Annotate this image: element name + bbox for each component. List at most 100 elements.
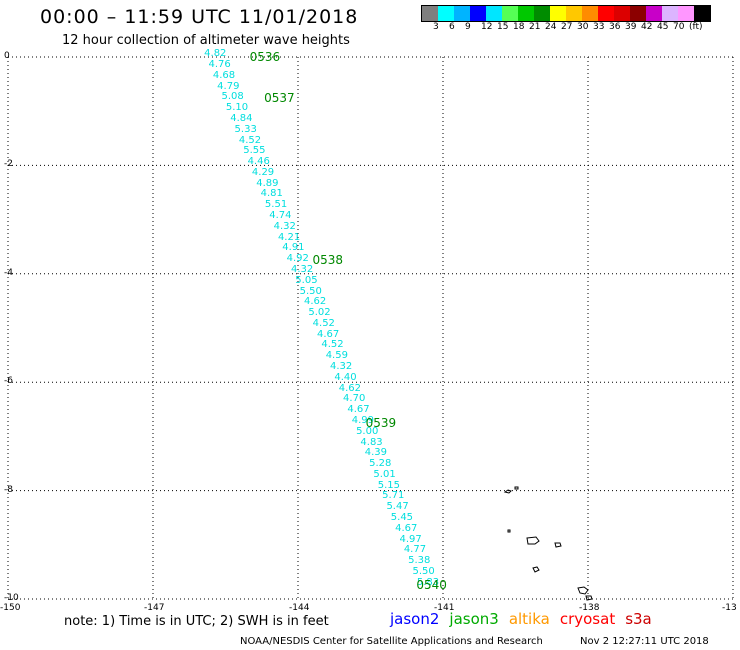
wave-height-point: 4.62 — [303, 296, 327, 308]
wave-height-point: 4.83 — [360, 436, 383, 448]
color-scale-label: 70 — [673, 22, 685, 32]
wave-height-point: 5.50 — [412, 565, 435, 577]
page-subtitle: 12 hour collection of altimeter wave hei… — [62, 33, 350, 48]
color-swatch — [454, 6, 470, 21]
latitude-label: -4 — [4, 267, 13, 278]
wave-height-point: 4.32 — [273, 220, 296, 232]
wave-height-point: 5.00 — [356, 425, 379, 437]
wave-height-point: 4.52 — [321, 339, 344, 351]
color-swatch — [422, 6, 438, 21]
graticule — [7, 56, 734, 600]
color-swatch — [662, 6, 678, 21]
wave-height-point: 4.91 — [282, 242, 305, 254]
latitude-label: -10 — [4, 593, 19, 603]
color-swatch — [614, 6, 630, 21]
wave-height-point: 4.52 — [312, 317, 335, 329]
islands — [503, 486, 593, 601]
color-scale-labels: 3 6 9 12 15 18 21 24 27 30 33 36 39 42 45 70 (ft) — [421, 22, 740, 34]
color-swatch — [582, 6, 598, 21]
wave-height-point: 4.67 — [317, 328, 340, 340]
color-scale-label: 39 — [625, 22, 637, 32]
wave-height-point: 4.67 — [395, 522, 418, 534]
wave-height-point: 5.50 — [299, 285, 322, 297]
wave-height-point: 5.08 — [221, 91, 244, 103]
color-scale-label: 9 — [465, 22, 471, 32]
latitude-label: -2 — [4, 159, 13, 170]
color-scale-label: 42 — [641, 22, 653, 32]
satellite-legend-entry: jason2 — [390, 610, 440, 628]
color-swatch — [630, 6, 646, 21]
latitude-label: -8 — [4, 484, 13, 495]
wave-height-point: 4.97 — [399, 533, 422, 545]
time-mark: 0539 — [365, 415, 397, 430]
wave-height-point: 4.46 — [247, 156, 270, 168]
wave-height-point: 4.99 — [351, 414, 374, 426]
wave-height-point: 4.52 — [238, 134, 262, 146]
wave-height-point: 5.55 — [243, 145, 266, 157]
units-note: note: 1) Time is in UTC; 2) SWH is in fe… — [64, 614, 329, 629]
wave-height-point: 4.76 — [208, 59, 231, 71]
color-scale-label: 15 — [497, 22, 509, 32]
color-swatch — [694, 6, 710, 21]
color-swatch — [438, 6, 454, 21]
island-outline — [507, 529, 511, 533]
satellite-legend-entry: altika — [508, 610, 550, 628]
wave-height-point: 4.79 — [217, 80, 240, 92]
wave-height-point: 5.38 — [408, 555, 431, 567]
time-mark: 0538 — [312, 253, 344, 268]
wave-height-point: 4.84 — [230, 112, 253, 124]
color-scale-label: 36 — [609, 22, 621, 32]
satellite-legend-entry: s3a — [625, 610, 652, 628]
color-swatch — [550, 6, 566, 21]
satellite-legend-entry: jason3 — [449, 610, 499, 628]
island-outline — [554, 542, 562, 548]
longitude-label: -141 — [434, 603, 455, 613]
wave-height-point: 5.51 — [264, 199, 288, 211]
generated-timestamp: Nov 2 12:27:11 UTC 2018 — [580, 636, 709, 647]
wave-height-point: 4.67 — [347, 404, 370, 416]
latitude-label: 0 — [4, 51, 10, 61]
wave-height-point: 4.77 — [403, 544, 427, 556]
wave-height-point: 4.89 — [256, 177, 279, 189]
color-swatch — [502, 6, 518, 21]
color-swatch — [518, 6, 534, 21]
wave-height-point: 4.81 — [260, 188, 283, 200]
wave-height-point: 4.29 — [251, 166, 275, 178]
credit-line: NOAA/NESDIS Center for Satellite Applica… — [240, 636, 543, 647]
time-mark: 0540 — [416, 578, 447, 593]
wave-height-color-scale — [421, 5, 711, 22]
color-swatch — [598, 6, 614, 21]
wave-height-point: 5.45 — [390, 512, 414, 524]
color-swatch — [470, 6, 486, 21]
color-swatch — [678, 6, 694, 21]
wave-height-point: 5.15 — [377, 479, 401, 491]
satellite-legend: jason2 jason3 altika cryosat s3a — [390, 610, 652, 628]
wave-height-point: 4.32 — [330, 361, 353, 373]
island-outline — [503, 489, 512, 494]
wave-height-point: 4.32 — [290, 263, 314, 275]
wave-height-point: 5.83 — [416, 576, 440, 588]
color-scale-label: 18 — [513, 22, 525, 32]
color-scale-label: (ft) — [689, 22, 703, 32]
color-scale-label: 30 — [577, 22, 589, 32]
longitude-label: -147 — [144, 603, 165, 613]
color-scale-label: 3 — [433, 22, 439, 32]
color-swatch — [534, 6, 550, 21]
wave-height-point: 4.40 — [334, 371, 357, 383]
wave-height-point: 5.28 — [369, 458, 392, 470]
wave-height-point: 4.92 — [286, 253, 309, 265]
island-outline — [585, 595, 593, 601]
wave-height-point: 4.39 — [364, 447, 388, 459]
wave-height-point: 4.74 — [269, 210, 292, 222]
longitude-label: -144 — [289, 603, 310, 613]
wave-height-point: 5.71 — [382, 490, 405, 502]
wave-height-point: 5.33 — [234, 123, 257, 135]
island-outline — [577, 586, 589, 595]
wave-height-point: 5.02 — [308, 307, 331, 319]
color-scale-label: 33 — [593, 22, 605, 32]
island-outline — [526, 536, 540, 545]
wave-height-point: 5.10 — [225, 102, 249, 114]
time-mark: 0537 — [264, 90, 295, 105]
color-scale-label: 45 — [657, 22, 669, 32]
